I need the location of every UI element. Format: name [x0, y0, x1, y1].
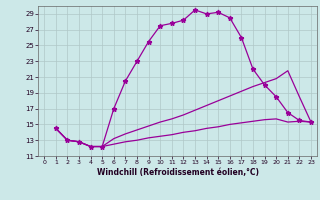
- X-axis label: Windchill (Refroidissement éolien,°C): Windchill (Refroidissement éolien,°C): [97, 168, 259, 177]
